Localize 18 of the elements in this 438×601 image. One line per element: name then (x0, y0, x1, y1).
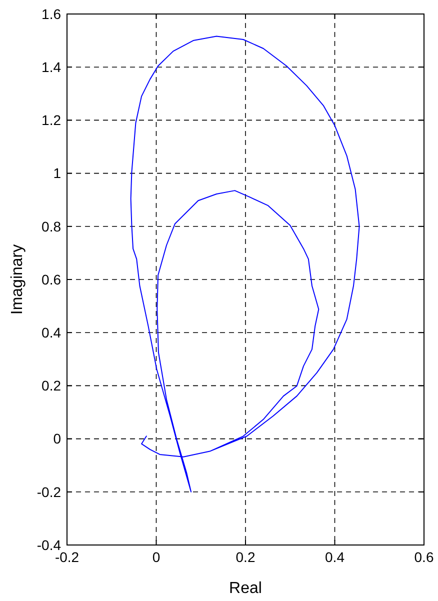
y-tick-label: -0.2 (36, 484, 62, 500)
y-tick-label: 0.4 (42, 324, 62, 340)
y-tick-label: 1.6 (42, 6, 62, 22)
x-axis-title: Real (229, 580, 262, 597)
y-tick-label: 0.8 (42, 218, 62, 234)
x-tick-label: 0 (152, 549, 160, 565)
y-tick-label: 1 (53, 165, 62, 182)
y-tick-label: 0.2 (42, 378, 62, 394)
line-series (130, 36, 360, 492)
y-tick-label: 1.2 (42, 112, 62, 128)
x-tick-label: 0.2 (236, 549, 256, 565)
y-tick-label: 0 (53, 430, 62, 447)
y-axis-title: Imaginary (9, 244, 26, 315)
x-tick-label: 0.4 (325, 549, 345, 565)
y-tick-label: 0.6 (42, 271, 62, 288)
y-tick-label: -0.4 (36, 536, 62, 553)
y-tick-label: 1.4 (42, 59, 62, 75)
x-tick-label: 0.6 (414, 549, 434, 565)
